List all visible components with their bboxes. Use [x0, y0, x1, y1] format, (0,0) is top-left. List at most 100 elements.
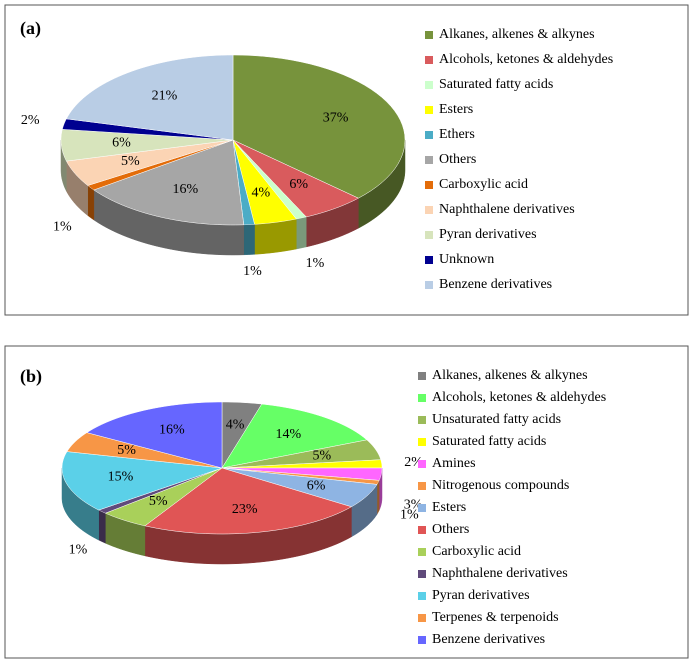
- legend-swatch: [418, 372, 426, 380]
- pie-slice: [98, 467, 223, 514]
- legend-swatch: [418, 438, 426, 446]
- pie-side: [376, 480, 380, 516]
- pie-slice: [144, 467, 353, 535]
- pie-slice: [232, 139, 297, 225]
- pie-slice: [104, 467, 223, 527]
- pie-slice: [86, 401, 223, 469]
- legend-swatch: [425, 231, 433, 239]
- data-label: 1%: [69, 543, 88, 558]
- legend-swatch: [418, 548, 426, 556]
- pie-side: [87, 185, 95, 221]
- data-label: 6%: [307, 478, 326, 493]
- data-label: 6%: [112, 136, 131, 151]
- panel-label: (a): [20, 18, 41, 39]
- legend-label: Naphthalene derivatives: [432, 566, 568, 581]
- legend-label: Alkanes, alkenes & alkynes: [439, 27, 595, 42]
- data-label: 1%: [306, 256, 325, 271]
- legend-label: Benzene derivatives: [439, 277, 552, 292]
- legend-label: Ethers: [439, 127, 475, 142]
- legend-swatch: [425, 256, 433, 264]
- legend-label: Alkanes, alkenes & alkynes: [432, 368, 588, 383]
- data-label: 5%: [117, 443, 136, 458]
- legend-swatch: [418, 526, 426, 534]
- pie-slice: [60, 129, 234, 162]
- legend-label: Saturated fatty acids: [432, 434, 546, 449]
- legend-label: Alcohols, ketones & aldehydes: [439, 52, 613, 67]
- legend-swatch: [418, 416, 426, 424]
- data-label: 1%: [53, 220, 72, 235]
- legend-label: Saturated fatty acids: [439, 77, 553, 92]
- legend-label: Amines: [432, 456, 476, 471]
- pie-slice: [232, 54, 406, 199]
- legend-swatch: [425, 156, 433, 164]
- pie-side: [254, 218, 297, 255]
- pie-slice: [232, 139, 307, 220]
- data-label: 4%: [226, 418, 245, 433]
- data-label: 2%: [21, 113, 40, 128]
- data-label: 1%: [243, 264, 262, 279]
- legend-swatch: [425, 131, 433, 139]
- pie-slice: [93, 139, 245, 226]
- panel-frame: [4, 345, 689, 659]
- data-label: 37%: [323, 110, 349, 125]
- legend-label: Benzene derivatives: [432, 632, 545, 647]
- legend-swatch: [418, 592, 426, 600]
- pie-slice: [232, 139, 255, 226]
- panel-frame: [4, 4, 689, 316]
- pie-slice: [66, 432, 223, 469]
- legend-label: Esters: [439, 102, 473, 117]
- pie-slice: [221, 403, 368, 469]
- pie-slice: [221, 439, 382, 469]
- data-label: 16%: [173, 182, 199, 197]
- pie-side: [243, 224, 255, 256]
- pie-slice: [61, 451, 223, 511]
- data-label: 5%: [149, 494, 168, 509]
- legend-swatch: [425, 281, 433, 289]
- data-label: 5%: [313, 448, 332, 463]
- data-label: 5%: [121, 154, 140, 169]
- legend-swatch: [425, 31, 433, 39]
- data-label: 23%: [232, 502, 258, 517]
- legend-swatch: [418, 460, 426, 468]
- legend-swatch: [418, 570, 426, 578]
- pie-side: [98, 509, 106, 544]
- legend-label: Others: [432, 522, 469, 537]
- legend-swatch: [418, 394, 426, 402]
- data-label: 1%: [400, 507, 419, 522]
- legend-swatch: [418, 482, 426, 490]
- data-label: 15%: [108, 470, 134, 485]
- legend-label: Pyran derivatives: [439, 227, 537, 242]
- legend-swatch: [418, 614, 426, 622]
- pie-slice: [232, 139, 359, 218]
- data-label: 4%: [251, 186, 270, 201]
- legend-label: Nitrogenous compounds: [432, 478, 569, 493]
- panel-label: (b): [20, 366, 42, 387]
- pie-slice: [221, 401, 263, 469]
- pie-slice: [221, 467, 378, 508]
- legend-label: Carboxylic acid: [432, 544, 521, 559]
- legend-label: Others: [439, 152, 476, 167]
- legend-label: Terpenes & terpenoids: [432, 610, 559, 625]
- legend-swatch: [418, 636, 426, 644]
- pie-slice: [87, 139, 234, 191]
- legend-label: Unsaturated fatty acids: [432, 412, 561, 427]
- data-label: 16%: [159, 423, 185, 438]
- pie-side: [296, 216, 307, 250]
- legend-label: Esters: [432, 500, 466, 515]
- legend-swatch: [425, 206, 433, 214]
- legend-label: Pyran derivatives: [432, 588, 530, 603]
- legend-swatch: [425, 106, 433, 114]
- legend-swatch: [418, 504, 426, 512]
- data-label: 21%: [152, 89, 178, 104]
- legend-label: Naphthalene derivatives: [439, 202, 575, 217]
- legend-label: Alcohols, ketones & aldehydes: [432, 390, 606, 405]
- pie-slice: [66, 139, 234, 186]
- pie-slice: [66, 54, 234, 141]
- data-label: 6%: [289, 177, 308, 192]
- legend-label: Carboxylic acid: [439, 177, 528, 192]
- legend-label: Unknown: [439, 252, 494, 267]
- pie-slice: [221, 459, 383, 469]
- data-label: 14%: [275, 427, 301, 442]
- legend-swatch: [425, 81, 433, 89]
